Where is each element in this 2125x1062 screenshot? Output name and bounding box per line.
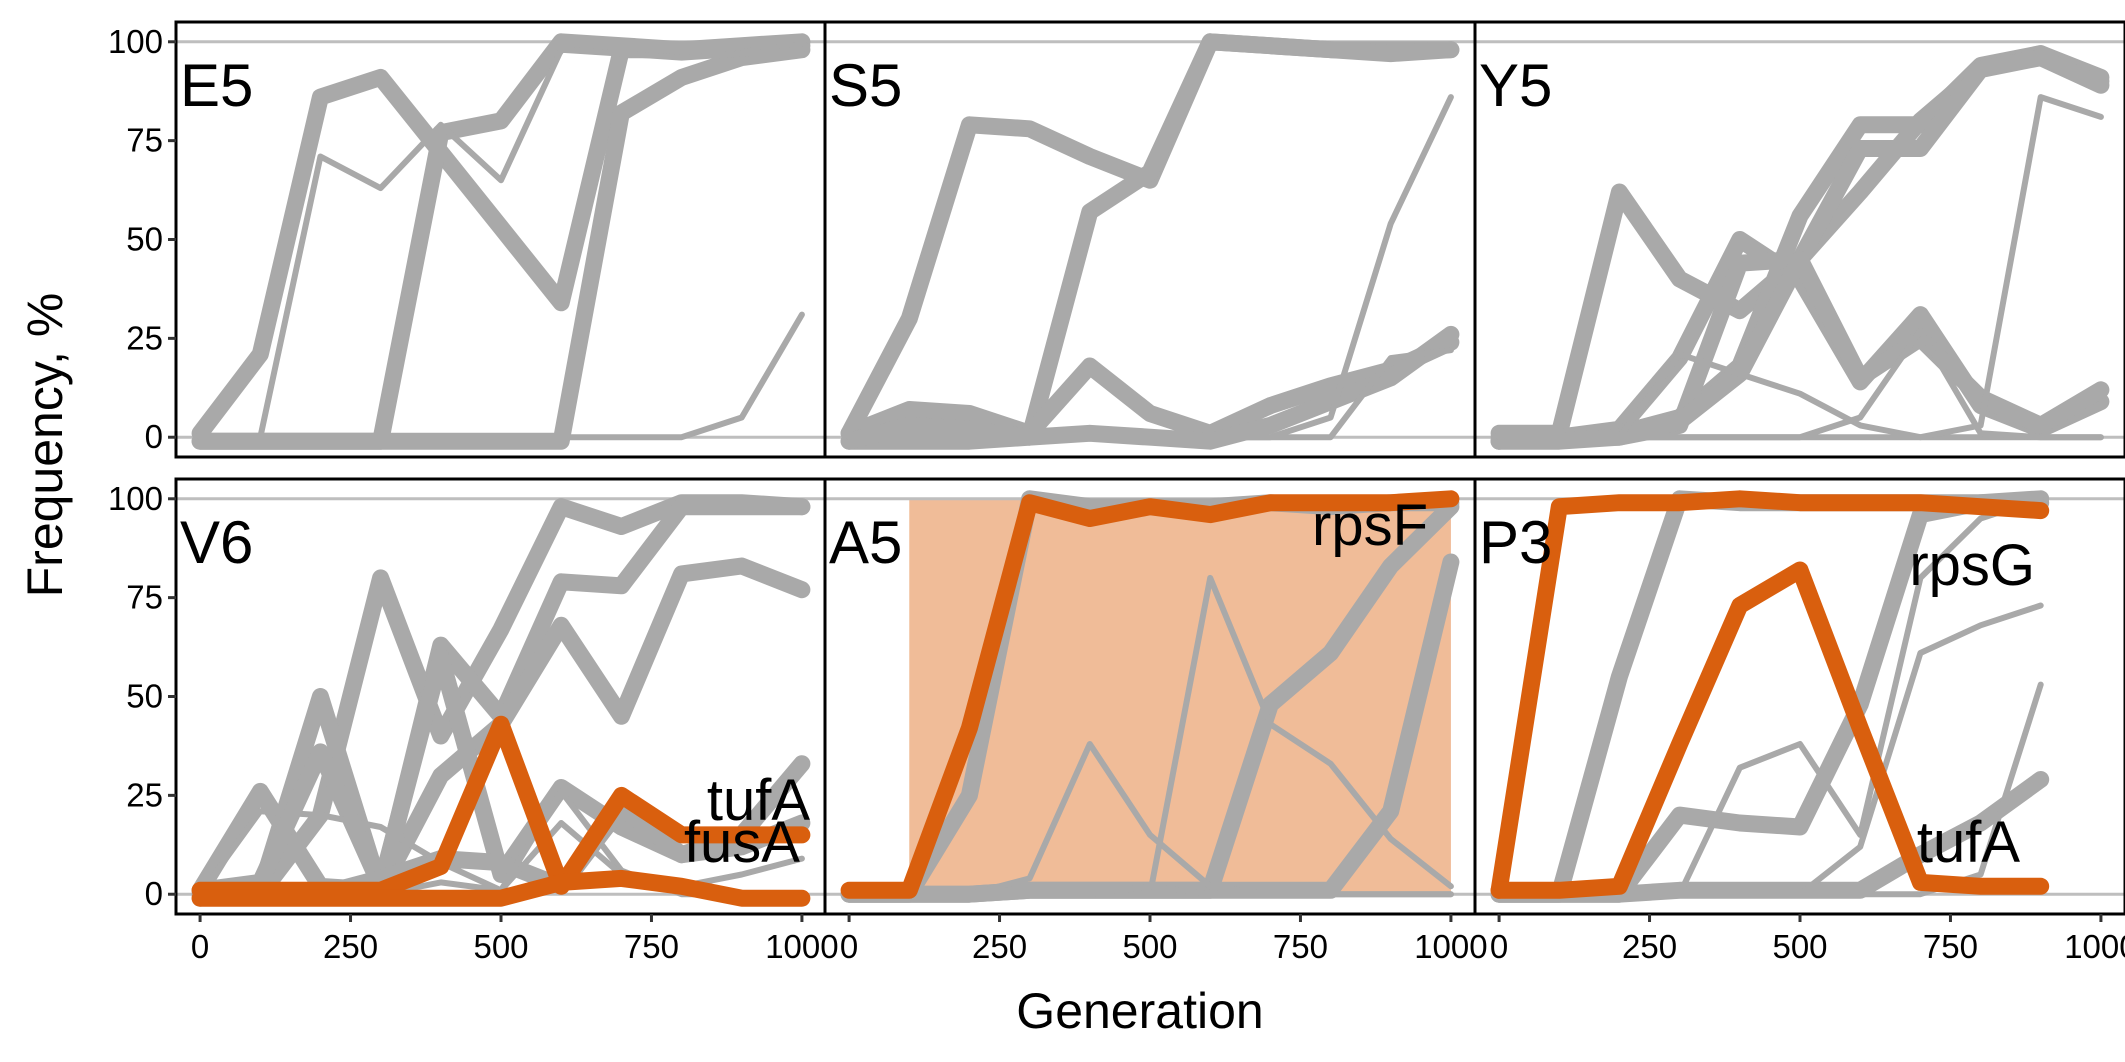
y-tick-label: 0 <box>145 875 163 912</box>
panel-y5: Y5 <box>1473 20 2125 459</box>
y-tick-label: 50 <box>126 221 163 258</box>
y-tick-label: 75 <box>126 122 163 159</box>
y-tick-label: 0 <box>145 418 163 455</box>
x-tick-label: 1000 <box>1414 928 1487 965</box>
gene-label-tufa: tufA <box>707 768 810 833</box>
x-tick-label: 500 <box>1122 928 1177 965</box>
x-tick-label: 500 <box>473 928 528 965</box>
x-tick-label: 0 <box>1490 928 1508 965</box>
x-tick-label: 750 <box>1923 928 1978 965</box>
y-tick-label: 100 <box>108 23 163 60</box>
panel-label-y5: Y5 <box>1479 52 1552 119</box>
panel-label-a5: A5 <box>829 509 902 576</box>
x-axis-title: Generation <box>1016 983 1263 1039</box>
x-tick-label: 250 <box>1622 928 1677 965</box>
series-line-8 <box>1496 94 2104 441</box>
panel-e5: E5 0 25 50 75 100 <box>108 20 828 459</box>
panel-a5: A5 rpsF 0 250 500 750 1000 <box>823 477 1488 965</box>
x-tick-label: 750 <box>1273 928 1328 965</box>
x-tick-label: 750 <box>624 928 679 965</box>
y-tick-label: 100 <box>108 480 163 517</box>
highlight-band <box>909 498 1451 895</box>
x-tick-label: 500 <box>1772 928 1827 965</box>
panel-label-p3: P3 <box>1479 509 1552 576</box>
series-line-fusa <box>191 869 811 907</box>
x-tick-label: 250 <box>323 928 378 965</box>
gene-label-tufa: tufA <box>1917 810 2020 875</box>
series-line-tufa <box>1490 561 2050 899</box>
panel-label-v6: V6 <box>180 509 253 576</box>
panel-s5: S5 <box>823 20 1477 459</box>
y-axis-title: Frequency, % <box>17 293 73 598</box>
panel-background <box>1475 479 2125 914</box>
gene-label-rpsf: rpsF <box>1312 493 1428 558</box>
gene-label-rpsg: rpsG <box>1909 533 2035 598</box>
series-line-3 <box>191 41 811 450</box>
panel-label-s5: S5 <box>829 52 902 119</box>
panel-p3: P3 rpsG tufA 0 250 500 750 1000 <box>1473 477 2125 965</box>
x-tick-label: 1000 <box>765 928 838 965</box>
series-line-rpsf <box>840 490 1460 899</box>
x-tick-label: 0 <box>191 928 209 965</box>
y-tick-label: 50 <box>126 678 163 715</box>
x-tick-label: 1000 <box>2064 928 2125 965</box>
series-line-5 <box>197 311 805 441</box>
series-line-6 <box>846 347 1454 441</box>
panel-label-e5: E5 <box>180 52 253 119</box>
series-line-3 <box>840 333 1460 442</box>
panel-border <box>1473 20 2125 459</box>
series-line-rpsg <box>1490 490 2050 899</box>
series-line-6 <box>846 883 1454 898</box>
y-tick-label: 25 <box>126 319 163 356</box>
y-tick-label: 25 <box>126 776 163 813</box>
x-tick-label: 250 <box>972 928 1027 965</box>
gene-label-fusa: fusA <box>684 810 800 875</box>
y-tick-label: 75 <box>126 579 163 616</box>
series-line-2 <box>840 33 1460 450</box>
x-tick-label: 0 <box>840 928 858 965</box>
series-line-4 <box>197 46 805 441</box>
